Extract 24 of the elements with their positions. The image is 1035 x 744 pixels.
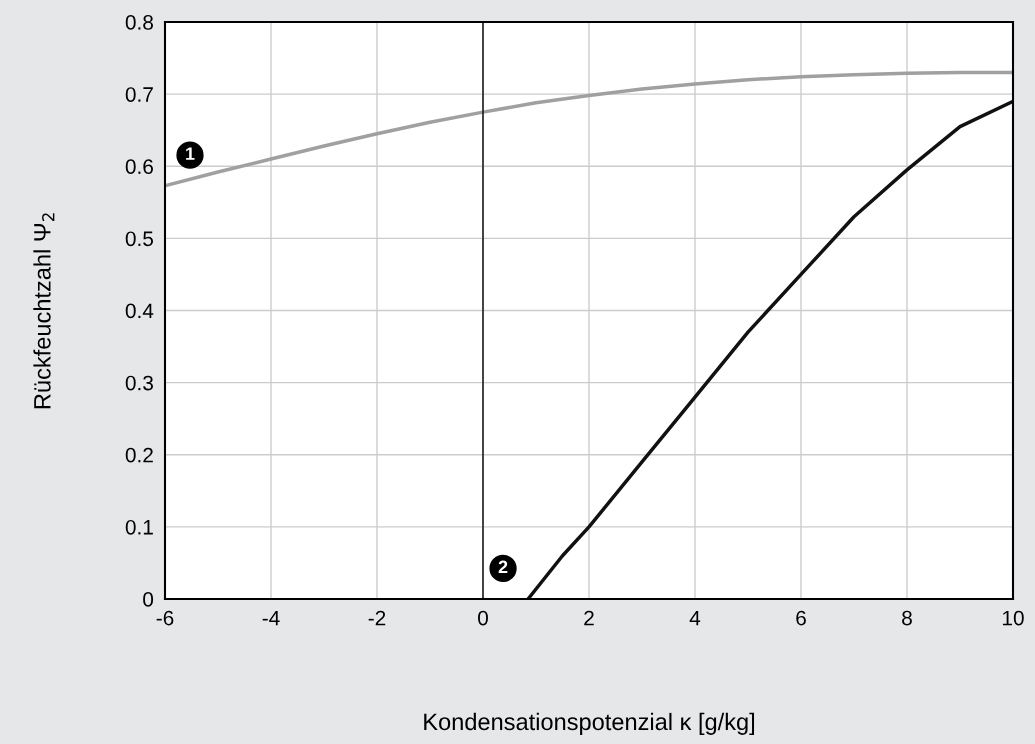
y-tick-label: 0	[143, 592, 154, 607]
x-tick-label: 4	[689, 610, 701, 626]
y-tick-label: 0.3	[125, 375, 153, 391]
x-tick-label: 8	[902, 610, 912, 626]
y-tick-label: 0.6	[125, 159, 153, 174]
y-tick-label: 0.1	[125, 519, 153, 535]
y-tick-label: 0.4	[125, 303, 154, 319]
line-series	[165, 70, 1013, 188]
x-tick-label: -6	[156, 610, 174, 626]
x-tick-label: 2	[584, 610, 594, 626]
x-axis-title: Kondensationspotenzial κ [g/kg]	[424, 712, 755, 735]
y-tick-label: 0.7	[125, 87, 153, 102]
y-tick-label: 0.2	[125, 447, 153, 463]
x-tick-label: -4	[262, 610, 280, 626]
x-tick-label: 6	[796, 610, 806, 626]
y-axis-title: Rückfeuchtzahl Ψ$_{2}$	[33, 213, 55, 409]
x-tick-label: 10	[1003, 610, 1024, 626]
y-tick-label: 0.5	[125, 231, 154, 247]
y-tick-label: 0.8	[125, 15, 153, 30]
x-tick-label: 0	[478, 610, 488, 626]
series-label: 1	[186, 147, 195, 160]
line-series	[526, 99, 1013, 599]
series-label: 2	[498, 560, 508, 574]
x-tick-label: -2	[368, 610, 386, 626]
